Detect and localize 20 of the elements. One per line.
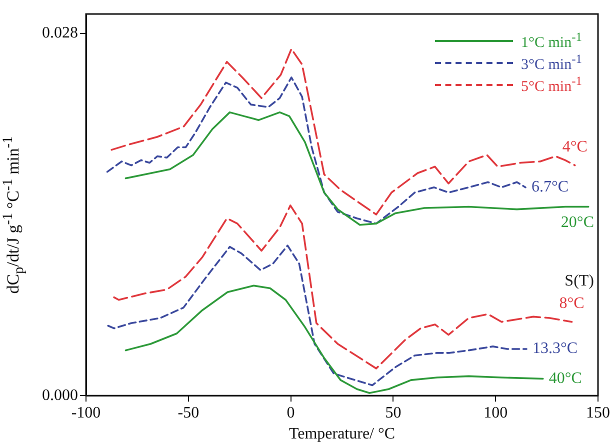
text: 1°C min$^{-1}$ (520, 30, 582, 52)
annotation: 20°C (560, 214, 594, 231)
x-tick-label: 50 (385, 404, 402, 422)
x-tick-label: 100 (484, 404, 508, 422)
x-tick-label: -50 (178, 404, 200, 422)
annotation: 13.3°C (532, 340, 578, 358)
annotation: 40°C (548, 370, 582, 387)
line-series (107, 244, 528, 386)
x-axis-title: Temperature/ °C (288, 426, 396, 443)
x-tick-label: 0 (286, 404, 295, 422)
text: 3°C min$^{-1}$ (520, 52, 582, 74)
annotation: 4°C (562, 138, 588, 156)
x-tick-label: 150 (586, 404, 610, 422)
y-tick-label: 0.028 (42, 24, 78, 42)
y-tick-label: 0.000 (42, 386, 78, 404)
x-tick-label: -100 (71, 404, 101, 422)
annotation: S(T) (564, 272, 594, 290)
text: 5°C min$^{-1}$ (520, 74, 582, 96)
annotation: 6.7°C (532, 178, 569, 196)
annotation: 8°C (559, 295, 584, 312)
